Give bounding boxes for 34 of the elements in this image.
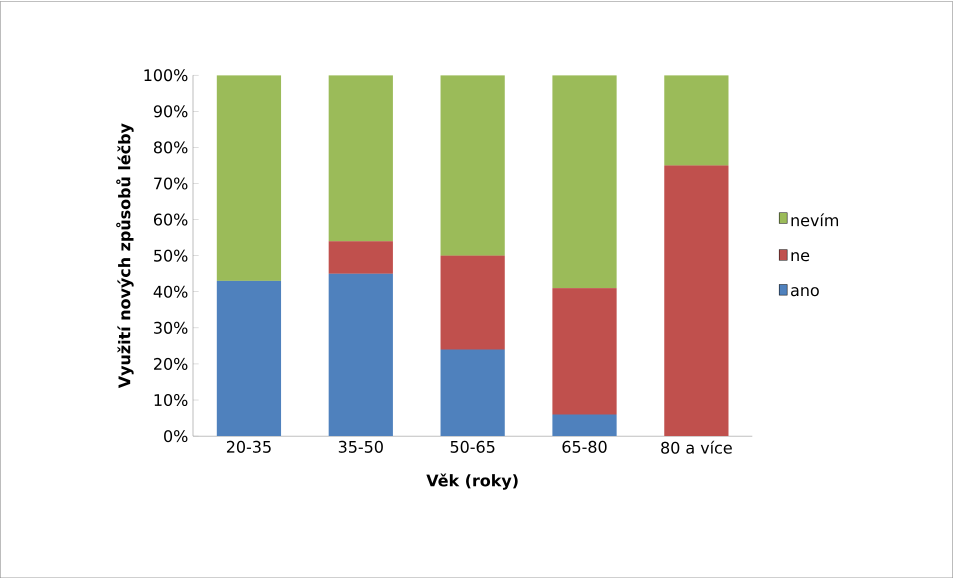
legend-label: ne	[792, 252, 810, 262]
y-tick-label: 40%	[154, 286, 188, 298]
bar	[552, 75, 617, 288]
bar	[440, 256, 505, 350]
bar	[440, 75, 505, 256]
y-tick-label: 20%	[154, 358, 188, 370]
bar	[664, 165, 728, 436]
bar	[664, 75, 728, 166]
y-tick-label: 80%	[154, 141, 188, 154]
y-tick-label: 60%	[154, 213, 188, 226]
x-tick-label: 20-35	[226, 440, 271, 453]
x-axis-title: Věk (roky)	[426, 473, 518, 490]
y-tick-label: 90%	[154, 105, 188, 118]
x-tick-label: 80 a více	[661, 440, 732, 454]
y-tick-label: 0%	[164, 430, 188, 442]
bar	[552, 414, 617, 436]
y-axis-title: Využití nových způsobů léčby	[116, 123, 134, 388]
x-tick-label: 65-80	[562, 440, 607, 453]
y-tick-label: 100%	[144, 69, 188, 82]
bar	[552, 288, 617, 414]
y-tick-label: 30%	[154, 322, 188, 334]
x-tick-label: 50-65	[450, 440, 494, 453]
legend-label: ano	[791, 287, 819, 296]
legend-label: nevím	[792, 213, 838, 226]
bar	[216, 75, 282, 281]
bar	[440, 349, 505, 436]
bar	[328, 241, 393, 274]
y-tick-label: 50%	[154, 250, 188, 262]
bar	[328, 75, 393, 242]
x-tick-label: 35-50	[338, 440, 383, 453]
bar	[216, 280, 282, 436]
y-tick-label: 70%	[154, 177, 188, 190]
y-tick-label: 10%	[154, 394, 188, 406]
bar	[328, 274, 393, 436]
